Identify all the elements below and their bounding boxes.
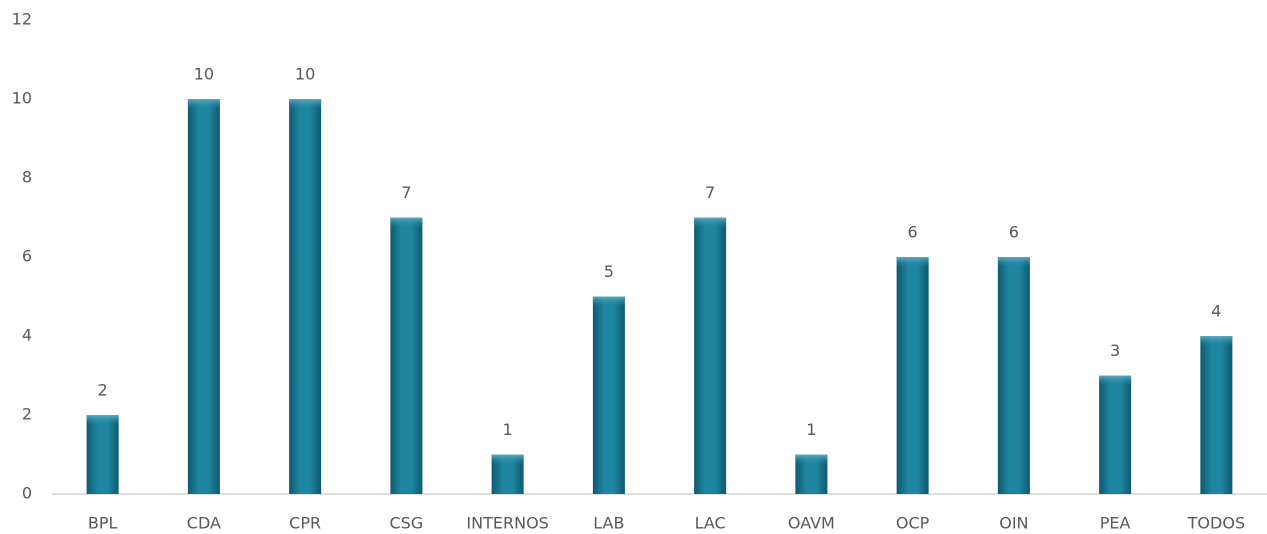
bar-bevel: [1099, 375, 1132, 386]
bar: [1099, 375, 1132, 494]
bar: [1200, 336, 1233, 494]
x-tick-label: OCP: [896, 514, 930, 533]
data-label: 10: [194, 65, 214, 84]
bar: [86, 415, 119, 494]
bar-bevel: [289, 99, 322, 109]
x-tick-label: LAB: [593, 514, 624, 533]
x-tick-label: INTERNOS: [466, 514, 548, 533]
x-tick-label: OAVM: [788, 514, 835, 533]
bar: [997, 257, 1030, 494]
y-tick-label: 8: [22, 168, 32, 187]
x-tick-label: OIN: [999, 514, 1028, 533]
y-tick-label: 0: [22, 484, 32, 503]
data-label: 7: [705, 183, 715, 202]
bar-bevel: [997, 257, 1030, 267]
y-tick-label: 2: [22, 405, 32, 424]
x-tick-label: LAC: [695, 514, 726, 533]
y-tick-label: 12: [12, 10, 32, 29]
data-label: 2: [98, 381, 108, 400]
bar: [390, 217, 423, 494]
bar-bevel: [1200, 336, 1233, 346]
bar-bevel: [86, 415, 119, 425]
bar: [187, 99, 220, 494]
y-tick-label: 10: [12, 89, 32, 108]
x-tick-label: PEA: [1100, 514, 1131, 533]
bar-bevel: [694, 217, 727, 228]
bar-bevel: [592, 296, 625, 307]
x-tick-label: CPR: [289, 514, 321, 533]
y-tick-label: 6: [22, 247, 32, 266]
data-label: 1: [806, 420, 816, 439]
bar-bevel: [390, 217, 423, 228]
bar: [896, 257, 929, 494]
bar: [289, 99, 322, 494]
data-label: 1: [503, 420, 513, 439]
data-label: 7: [401, 183, 411, 202]
x-tick-label: CSG: [390, 514, 424, 533]
x-tick-label: BPL: [88, 514, 118, 533]
data-label: 6: [908, 223, 918, 242]
data-label: 3: [1110, 341, 1120, 360]
data-label: 4: [1211, 302, 1221, 321]
x-tick-label: CDA: [187, 514, 221, 533]
x-tick-label: TODOS: [1187, 514, 1245, 533]
data-label: 5: [604, 262, 614, 281]
data-label: 6: [1009, 223, 1019, 242]
bar-bevel: [795, 454, 828, 465]
bar: [694, 217, 727, 494]
bar: [592, 296, 625, 494]
bar-bevel: [896, 257, 929, 267]
y-tick-label: 4: [22, 326, 32, 345]
data-label: 10: [295, 65, 315, 84]
bar-bevel: [491, 454, 524, 465]
bar-bevel: [187, 99, 220, 109]
